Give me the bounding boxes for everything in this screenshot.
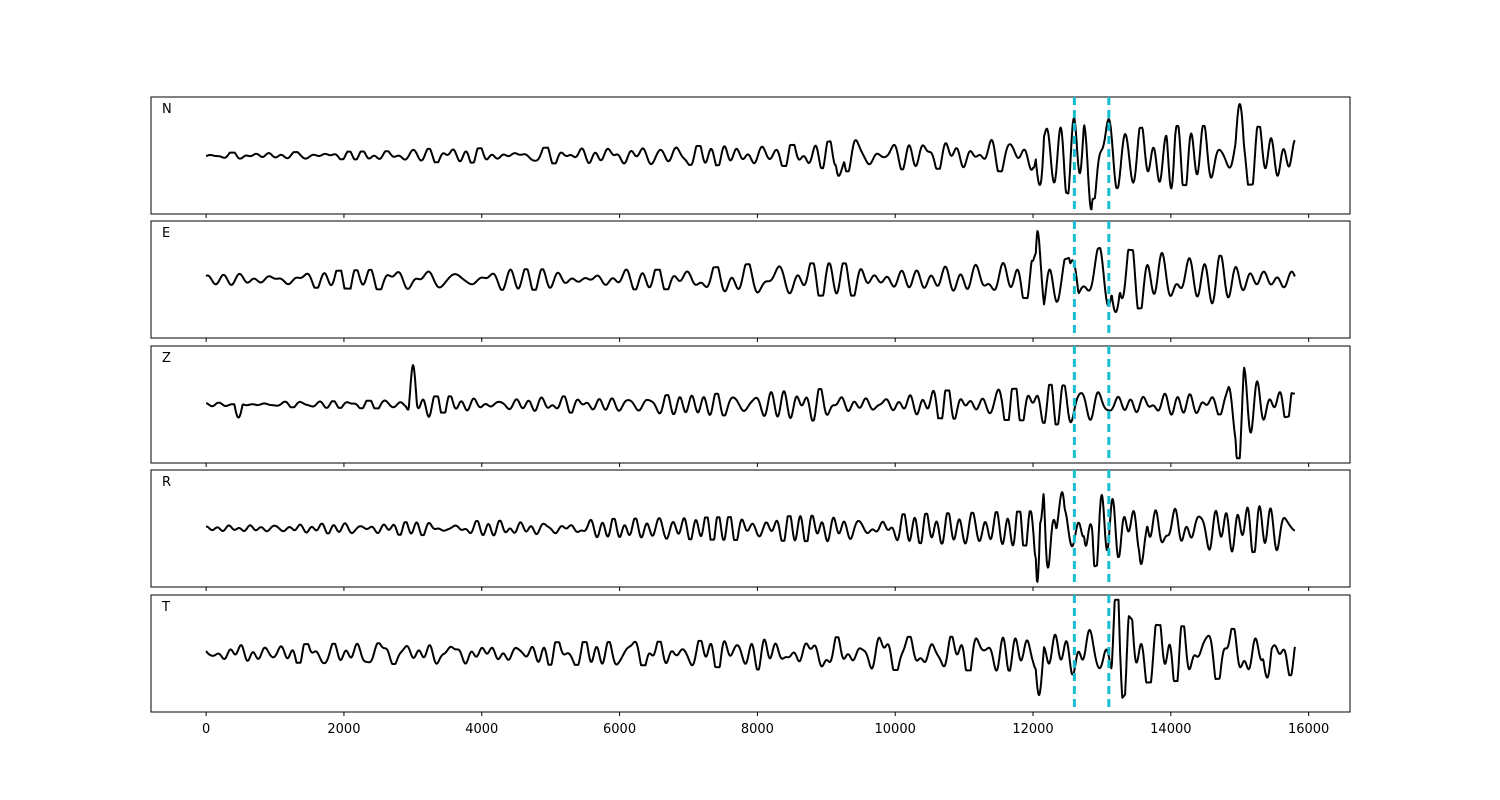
x-tick-label: 6000 [603,722,636,737]
axes-frame [150,96,1351,215]
x-tick-label: 8000 [741,722,774,737]
waveform-n [205,103,1296,211]
panel-n: N [150,96,1351,218]
x-tick-label: 0 [202,722,210,737]
x-tick-label: 14000 [1150,722,1191,737]
waveform-z [205,364,1296,460]
waveform-t [205,598,1296,699]
panel-e: E [150,220,1351,342]
channel-label-r: R [162,475,171,490]
channel-label-e: E [162,226,170,241]
panel-r: R [150,469,1351,591]
x-tick-label: 4000 [465,722,498,737]
x-tick-label: 12000 [1012,722,1053,737]
axes-frame [150,220,1351,339]
channel-label-z: Z [162,351,171,366]
waveform-e [205,230,1296,314]
axes-frame [150,345,1351,464]
axes-frame [150,469,1351,588]
x-tick-label: 16000 [1288,722,1329,737]
channel-label-t: T [161,600,170,615]
x-tick-label: 2000 [327,722,360,737]
waveform-r [205,491,1296,583]
axes-frame [150,594,1351,713]
x-tick-label: 10000 [875,722,916,737]
panel-t: T [150,594,1351,716]
channel-label-n: N [162,102,172,117]
panel-z: Z [150,345,1351,467]
